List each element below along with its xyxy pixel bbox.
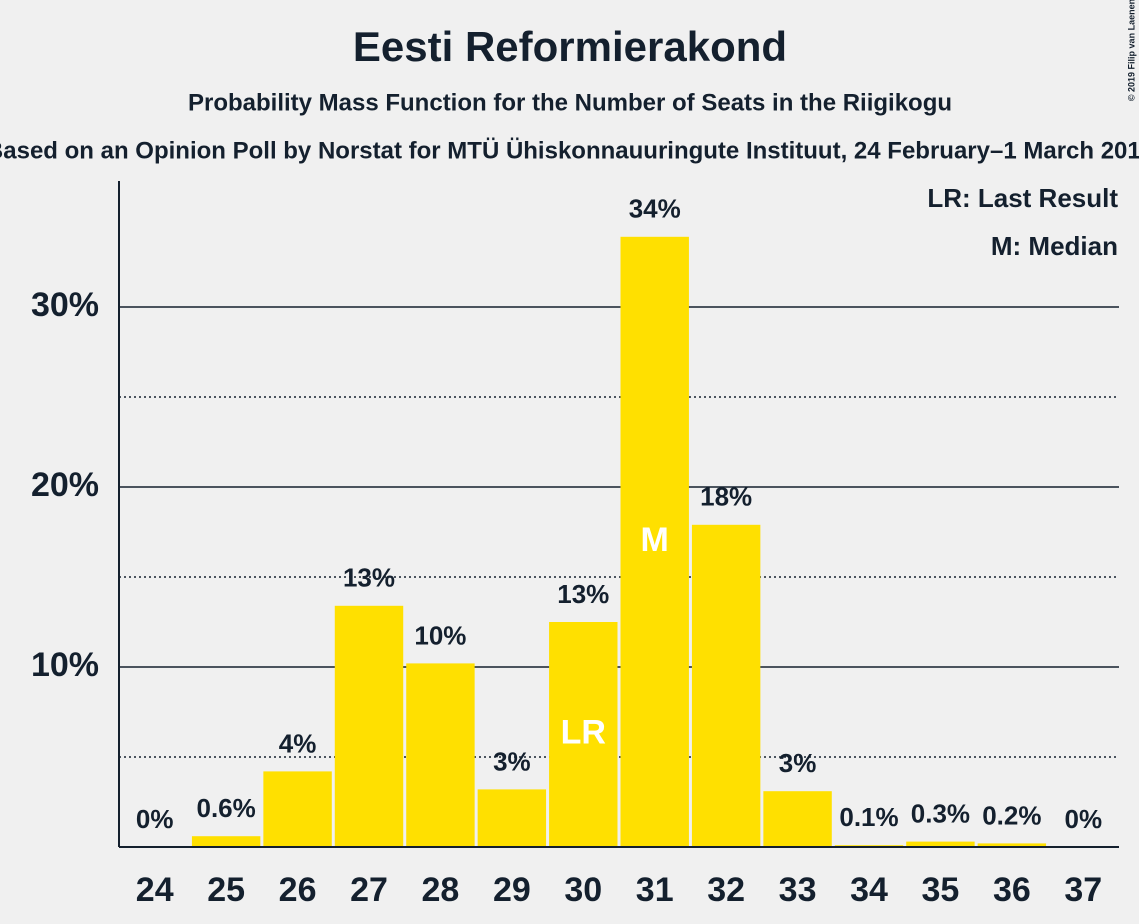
chart-title: Eesti Reformierakond [353,23,787,70]
value-label: 10% [414,620,466,650]
x-tick-label: 37 [1064,871,1102,909]
bar [263,771,332,847]
value-label: 13% [557,579,609,609]
x-tick-label: 28 [422,871,460,909]
x-tick-label: 27 [350,871,388,909]
x-tick-label: 25 [207,871,245,909]
bar [477,789,547,847]
value-label: 18% [700,482,752,512]
x-tick-label: 31 [636,871,674,909]
copyright: © 2019 Filip van Laenen [1126,0,1136,101]
bar [334,605,404,847]
chart-subtitle-2: Based on an Opinion Poll by Norstat for … [0,137,1139,164]
legend-entry: LR: Last Result [927,183,1118,213]
value-label: 4% [279,728,317,758]
value-label: 3% [779,748,817,778]
value-label: 0.1% [839,802,898,832]
x-tick-label: 32 [707,871,745,909]
value-label: 3% [493,746,531,776]
x-tick-label: 33 [779,871,817,909]
chart-subtitle: Probability Mass Function for the Number… [188,89,952,116]
bar-marker: M [641,521,669,559]
x-tick-label: 36 [993,871,1031,909]
value-label: 34% [629,194,681,224]
bar [191,836,261,847]
x-tick-label: 34 [850,871,888,909]
bar [620,236,689,848]
bar-marker: LR [561,713,606,751]
value-label: 13% [343,563,395,593]
y-tick-label: 30% [31,286,99,324]
x-tick-label: 29 [493,871,531,909]
bar [691,524,761,847]
x-tick-label: 24 [136,871,174,909]
y-tick-label: 20% [31,466,99,504]
bar [406,663,475,847]
value-label: 0.6% [197,793,256,823]
bar [549,622,618,847]
value-label: 0% [136,804,174,834]
x-tick-label: 35 [922,871,960,909]
x-tick-label: 30 [564,871,602,909]
y-tick-label: 10% [31,646,99,684]
bar [906,841,975,847]
legend-entry: M: Median [991,231,1118,261]
value-label: 0.2% [982,800,1041,830]
value-label: 0% [1064,804,1102,834]
bar [763,791,832,847]
value-label: 0.3% [911,798,970,828]
bar [977,843,1047,847]
x-tick-label: 26 [279,871,317,909]
